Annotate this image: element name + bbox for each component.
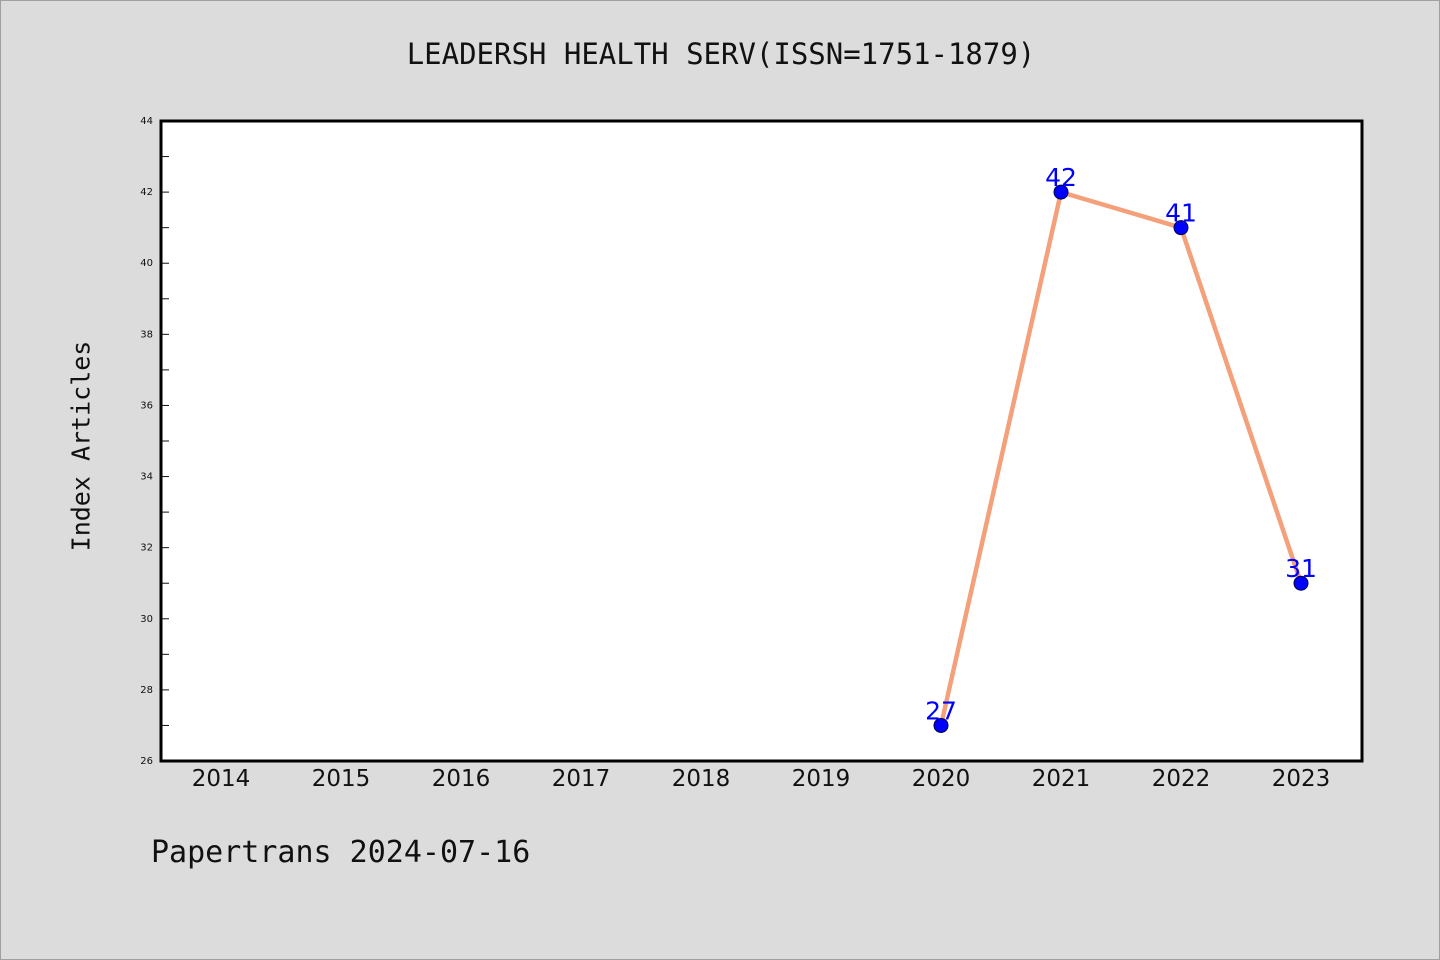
- x-tick-label: 2017: [552, 766, 611, 792]
- data-point: [1053, 184, 1069, 200]
- y-tick-label: 32: [140, 543, 153, 554]
- data-label: 31: [1285, 554, 1317, 583]
- y-tick-label: 34: [140, 472, 153, 483]
- x-tick-label: 2019: [792, 766, 851, 792]
- series-line: [938, 189, 1304, 728]
- data-label: 42: [1045, 163, 1077, 192]
- x-tick-label: 2023: [1272, 766, 1331, 792]
- data-point: [1293, 575, 1309, 591]
- footer-credit: Papertrans 2024-07-16: [151, 835, 531, 870]
- y-tick-label: 44: [140, 116, 153, 127]
- y-tick-label: 30: [140, 614, 153, 625]
- y-tick-label: 28: [140, 685, 153, 696]
- y-tick-label: 38: [140, 329, 153, 340]
- data-point: [1173, 220, 1189, 236]
- y-tick-label: 40: [140, 258, 153, 269]
- x-tick-label: 2022: [1152, 766, 1211, 792]
- x-tick-label: 2016: [432, 766, 491, 792]
- x-tick-label: 2015: [312, 766, 371, 792]
- y-tick-label: 42: [140, 187, 153, 198]
- data-label: 27: [925, 696, 957, 725]
- plot-frame: [159, 119, 1364, 763]
- plot-area: [161, 121, 1362, 761]
- y-tick-label: 26: [140, 756, 153, 767]
- x-tick-label: 2014: [192, 766, 251, 792]
- x-tick-label: 2021: [1032, 766, 1091, 792]
- chart-title: LEADERSH HEALTH SERV(ISSN=1751-1879): [406, 37, 1036, 71]
- y-tick-label: 36: [140, 400, 153, 411]
- x-tick-label: 2020: [912, 766, 971, 792]
- x-tick-label: 2018: [672, 766, 731, 792]
- data-point: [933, 717, 949, 733]
- data-label: 41: [1165, 199, 1197, 228]
